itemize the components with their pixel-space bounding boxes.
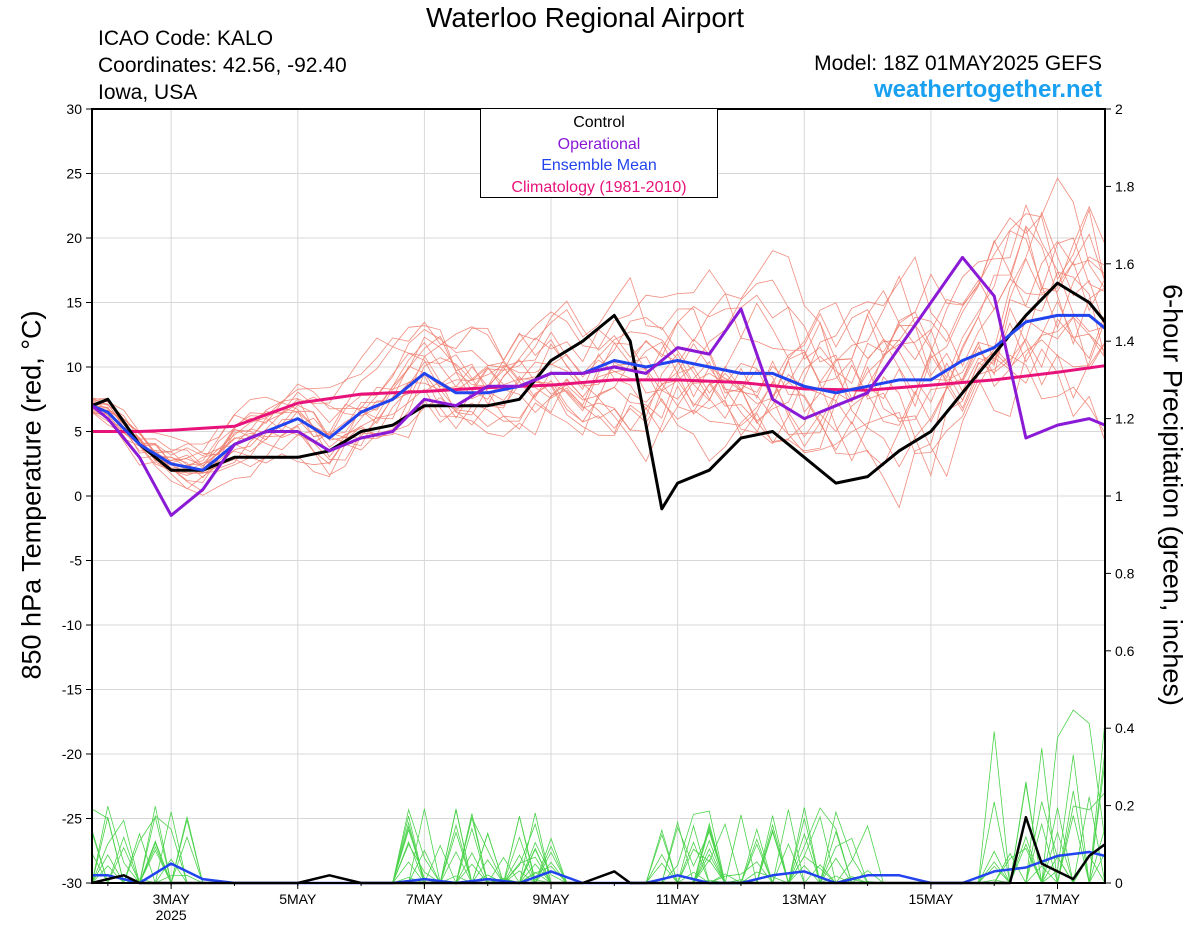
- y2-tick-label: 1.8: [1115, 178, 1135, 194]
- ensemble-member-temp-line: [91, 276, 1106, 476]
- ensemble-member-precip-line: [92, 808, 1105, 885]
- x-tick-label: 7MAY: [406, 891, 444, 907]
- legend-ensemble-mean: Ensemble Mean: [541, 157, 657, 174]
- y-tick-label: 0: [74, 488, 82, 504]
- ensemble-member-temp-line: [91, 279, 1106, 483]
- ensemble-member-precip-line: [91, 709, 1106, 884]
- y-tick-label: -10: [62, 617, 82, 633]
- ensemble-member-precip-line: [91, 790, 1106, 884]
- legend-operational: Operational: [557, 135, 641, 153]
- ensemble-member-temp-line: [91, 177, 1106, 457]
- ensemble-member-temp-line: [91, 204, 1106, 473]
- x-tick-label: 3MAY: [153, 891, 191, 907]
- y-tick-label: 5: [74, 424, 82, 440]
- ensemble-member-precip-line: [92, 808, 1105, 884]
- x-tick-label: 17MAY: [1035, 891, 1081, 907]
- model-run: Model: 18Z 01MAY2025 GEFS: [814, 52, 1102, 75]
- control-temp-line: [91, 281, 1107, 511]
- ensemble-member-precip-line: [92, 815, 1105, 884]
- ensemble-member-temp-line: [91, 294, 1106, 467]
- y2-tick-label: 0.6: [1115, 643, 1135, 659]
- brand-link[interactable]: weathertogether.net: [873, 76, 1102, 103]
- ensemble-member-precip-line: [91, 784, 1106, 884]
- ensemble-member-temp-line: [91, 205, 1106, 469]
- axis-ticks: 302520151050-5-10-15-20-25-3021.81.61.41…: [62, 101, 1135, 923]
- control-precip-line: [91, 815, 1106, 885]
- y2-tick-label: 1.2: [1115, 411, 1135, 427]
- y2-tick-label: 0.2: [1115, 798, 1135, 814]
- y2-tick-label: 0: [1115, 875, 1123, 891]
- y2-tick-label: 2: [1115, 101, 1123, 117]
- y-tick-label: 30: [66, 101, 82, 117]
- page-title: Waterloo Regional Airport: [425, 2, 744, 33]
- y2-tick-label: 1.6: [1115, 256, 1135, 272]
- y-tick-label: -5: [70, 553, 83, 569]
- ensemble-member-precip-line: [92, 761, 1106, 885]
- x-tick-sublabel: 2025: [156, 907, 187, 923]
- legend-climatology: Climatology (1981-2010): [511, 178, 687, 196]
- ensemble-member-temp-line: [91, 225, 1106, 466]
- ensemble-member-temp-line: [91, 328, 1106, 467]
- ensemble-member-precip-line: [92, 814, 1105, 885]
- x-tick-label: 11MAY: [656, 891, 700, 907]
- coordinates: Coordinates: 42.56, -92.40: [98, 54, 347, 77]
- ensemble-member-precip-line: [92, 809, 1105, 885]
- ensemble-member-precip-line: [92, 816, 1105, 885]
- y2-tick-label: 1.4: [1115, 333, 1135, 349]
- y-tick-label: -15: [62, 682, 82, 698]
- climatology-line: [92, 364, 1106, 433]
- legend: Control Operational Ensemble Mean Climat…: [480, 108, 718, 198]
- icao-code: ICAO Code: KALO: [98, 27, 274, 50]
- y-axis-label-left: 850 hPa Temperature (red, °C): [16, 310, 47, 680]
- y-tick-label: 15: [66, 295, 82, 311]
- ensemble-member-temp-line: [91, 226, 1106, 496]
- ensemble-member-temp-line: [91, 208, 1106, 474]
- ensemble-member-temp-line: [91, 309, 1106, 468]
- x-tick-label: 9MAY: [532, 891, 570, 907]
- y-tick-label: 25: [66, 166, 82, 182]
- grid: [92, 109, 1105, 883]
- x-tick-label: 15MAY: [908, 891, 954, 907]
- ensemble-member-precip-line: [92, 792, 1106, 884]
- ensemble-member-precip-line: [92, 748, 1106, 884]
- ensemble-mean-temp-line: [91, 313, 1106, 472]
- ensemble-members-precipitation: [91, 709, 1106, 885]
- ensemble-member-precip-line: [91, 721, 1106, 884]
- legend-control: Control: [573, 114, 625, 131]
- ensemble-member-precip-line: [92, 781, 1105, 884]
- main-series: [91, 255, 1107, 885]
- x-tick-label: 13MAY: [782, 891, 828, 907]
- y-tick-label: -30: [62, 875, 82, 891]
- y-tick-label: 10: [66, 359, 82, 375]
- ensemble-member-temp-line: [91, 233, 1106, 456]
- x-tick-label: 5MAY: [279, 891, 317, 907]
- y-axis-label-right: 6-hour Precipitation (green, inches): [1157, 284, 1188, 706]
- ensemble-member-precip-line: [91, 806, 1105, 884]
- ensemble-member-temp-line: [91, 230, 1106, 464]
- y-tick-label: 20: [66, 230, 82, 246]
- ensemble-member-temp-line: [91, 260, 1106, 477]
- y2-tick-label: 1: [1115, 488, 1123, 504]
- y-tick-label: -20: [62, 746, 82, 762]
- region: Iowa, USA: [98, 81, 198, 104]
- operational-temp-line: [91, 255, 1106, 517]
- y-tick-label: -25: [62, 811, 82, 827]
- y2-tick-label: 0.4: [1115, 720, 1135, 736]
- ensemble-member-precip-line: [91, 808, 1106, 885]
- y2-tick-label: 0.8: [1115, 565, 1135, 581]
